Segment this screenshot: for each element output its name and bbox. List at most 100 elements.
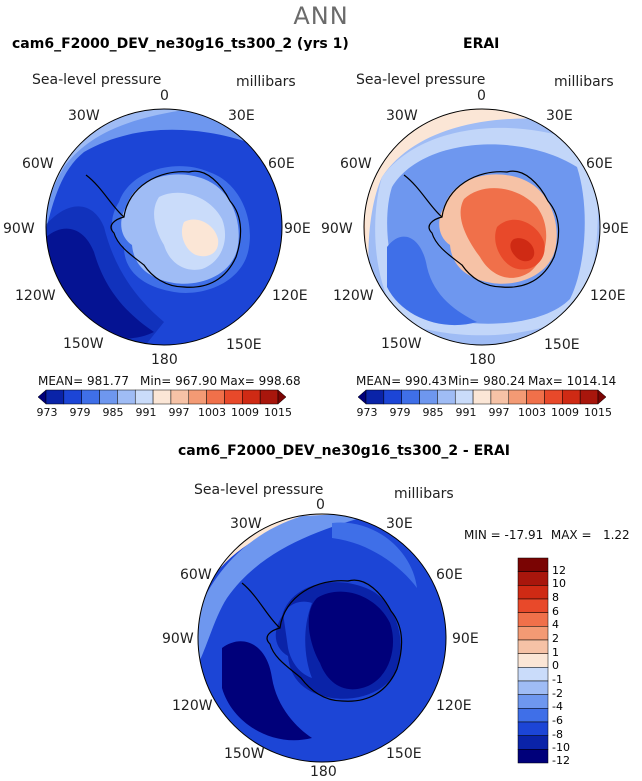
colorbar-swatch: [517, 639, 549, 654]
variable-label-erai: Sea-level pressure: [356, 72, 486, 88]
lon-label: 90W: [162, 631, 194, 647]
stat-max-erai: Max= 1014.14: [528, 374, 617, 388]
colorbar-tick: -2: [552, 687, 563, 700]
variable-label-diff: Sea-level pressure: [194, 482, 324, 498]
colorbar-swatch: [188, 389, 207, 405]
stat-mean-erai: MEAN= 990.43: [356, 374, 447, 388]
colorbar-swatch: [134, 389, 154, 405]
antarctic-peninsula: [85, 174, 125, 218]
colorbar-erai: [357, 389, 607, 405]
lon-label: 0: [477, 88, 486, 104]
colorbar-diff: [517, 557, 549, 764]
colorbar-swatch: [490, 389, 510, 405]
colorbar-swatch: [544, 389, 563, 405]
colorbar-swatch: [99, 389, 118, 405]
colorbar-tick: 4: [552, 618, 559, 631]
colorbar-swatch: [517, 571, 549, 586]
colorbar-swatch: [517, 721, 549, 736]
colorbar-tick: -4: [552, 700, 563, 713]
colorbar-tick: 991: [135, 406, 157, 419]
lon-label: 120W: [172, 698, 213, 714]
lon-label: 90W: [3, 221, 35, 237]
east-antarctic-low: [308, 591, 394, 690]
colorbar-swatch: [517, 653, 549, 668]
colorbar-tick: 1: [552, 646, 559, 659]
colorbar-tick: 1015: [264, 406, 292, 419]
lon-label: 90E: [602, 221, 629, 237]
lon-label: 180: [151, 352, 178, 368]
lon-label: 180: [310, 764, 337, 780]
antarctic-coastline: [266, 579, 403, 702]
lon-label: 0: [160, 88, 169, 104]
polar-map-diff: [197, 513, 447, 763]
colorbar-swatch: [63, 389, 82, 405]
colorbar-swatch: [357, 389, 367, 405]
colorbar-swatch: [517, 557, 549, 572]
antarctic-coastline: [428, 170, 560, 288]
lon-label: 120W: [15, 288, 56, 304]
colorbar-swatch: [517, 680, 549, 695]
lon-label: 60E: [268, 156, 295, 172]
variable-label-model: Sea-level pressure: [32, 72, 162, 88]
colorbar-labels-erai: 973 979 985 991 997 1003 1009 1015: [357, 406, 613, 420]
colorbar-swatch: [517, 598, 549, 613]
antarctic-peninsula: [241, 582, 281, 629]
antarctic-coastline: [110, 170, 242, 288]
lon-label: 120W: [333, 288, 374, 304]
colorbar-swatch: [45, 389, 65, 405]
polar-map-model: [45, 108, 283, 346]
panel-title-diff: cam6_F2000_DEV_ne30g16_ts300_2 - ERAI: [178, 443, 511, 459]
units-label-model: millibars: [236, 74, 296, 90]
colorbar-tick: -8: [552, 728, 563, 741]
colorbar-tick: 10: [552, 577, 566, 590]
colorbar-tick: 979: [389, 406, 411, 419]
colorbar-tick: 1009: [231, 406, 259, 419]
colorbar-tick: 1003: [518, 406, 546, 419]
polar-map-erai: [363, 108, 601, 346]
colorbar-swatch: [37, 389, 47, 405]
colorbar-swatch: [277, 389, 287, 405]
antarctic-peninsula: [403, 174, 443, 218]
colorbar-swatch: [206, 389, 225, 405]
colorbar-swatch: [562, 389, 581, 405]
colorbar-swatch: [517, 735, 549, 750]
colorbar-labels-diff: 12 10 8 6 4 2 1 0 -1 -2 -4 -6 -8 -10 -12: [552, 558, 592, 767]
units-label-erai: millibars: [554, 74, 614, 90]
colorbar-swatch: [365, 389, 385, 405]
colorbar-tick: 6: [552, 605, 559, 618]
east-antarctic-peak: [510, 238, 535, 262]
lon-label: 0: [316, 497, 325, 513]
colorbar-tick: 12: [552, 564, 566, 577]
lon-label: 150E: [544, 337, 580, 353]
panel-title-erai: ERAI: [463, 36, 500, 52]
lon-label: 150W: [381, 336, 422, 352]
colorbar-swatch: [517, 749, 549, 764]
colorbar-tick: 8: [552, 591, 559, 604]
colorbar-swatch: [152, 389, 172, 405]
colorbar-tick: 979: [69, 406, 91, 419]
lon-label: 120E: [272, 288, 308, 304]
lon-label: 150W: [63, 336, 104, 352]
lon-label: 30E: [546, 108, 573, 124]
map-boundary: [363, 108, 601, 346]
colorbar-tick: 991: [455, 406, 477, 419]
lon-label: 60W: [180, 567, 212, 583]
units-label-diff: millibars: [394, 486, 454, 502]
stat-mean-model: MEAN= 981.77: [38, 374, 129, 388]
lon-label: 120E: [436, 698, 472, 714]
colorbar-swatch: [454, 389, 474, 405]
panel-title-model: cam6_F2000_DEV_ne30g16_ts300_2 (yrs 1): [12, 36, 349, 52]
colorbar-swatch: [170, 389, 190, 405]
lon-label: 150E: [226, 337, 262, 353]
main-title: ANN: [293, 2, 349, 30]
lon-label: 30E: [386, 516, 413, 532]
colorbar-tick: -6: [552, 714, 563, 727]
colorbar-swatch: [437, 389, 456, 405]
colorbar-swatch: [224, 389, 243, 405]
lon-label: 30W: [386, 108, 418, 124]
colorbar-swatch: [517, 694, 549, 709]
lon-label: 150W: [224, 746, 265, 762]
west-antarctic-band: [283, 601, 312, 678]
colorbar-tick: 973: [356, 406, 378, 419]
colorbar-swatch: [579, 389, 599, 405]
